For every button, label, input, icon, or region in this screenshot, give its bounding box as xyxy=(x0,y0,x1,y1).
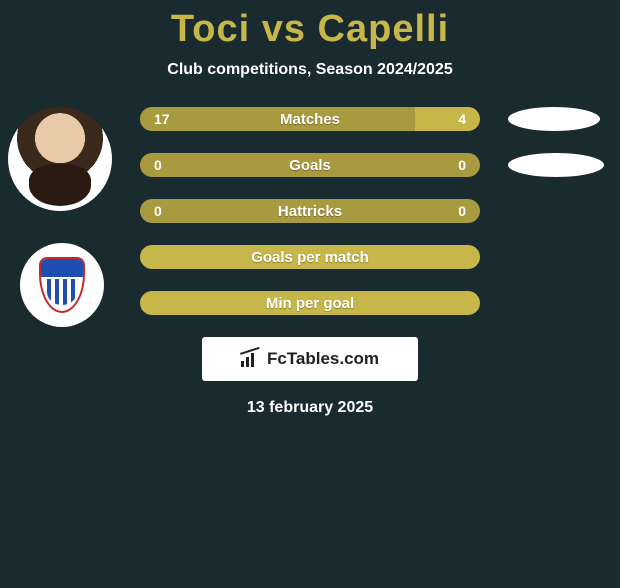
stat-matches-right-value: 4 xyxy=(458,107,466,131)
stat-bar-matches: 17 Matches 4 xyxy=(140,107,480,131)
brand-box[interactable]: FcTables.com xyxy=(202,337,418,381)
player-right-avatar-placeholder xyxy=(508,107,600,131)
stat-bar-hattricks: 0 Hattricks 0 xyxy=(140,199,480,223)
stat-goals-per-match-label: Goals per match xyxy=(140,245,480,269)
stat-goals-label: Goals xyxy=(140,153,480,177)
stat-goals-right-value: 0 xyxy=(458,153,466,177)
stat-bar-goals: 0 Goals 0 xyxy=(140,153,480,177)
stat-bar-goals-per-match: Goals per match xyxy=(140,245,480,269)
player-right-badge-placeholder xyxy=(508,153,604,177)
player-left-avatar xyxy=(8,107,112,211)
stat-bar-min-per-goal: Min per goal xyxy=(140,291,480,315)
stats-area: 17 Matches 4 0 Goals 0 0 Hattricks 0 Goa… xyxy=(0,107,620,417)
generation-date: 13 february 2025 xyxy=(0,399,620,417)
brand-text: FcTables.com xyxy=(267,349,379,369)
stat-matches-label: Matches xyxy=(140,107,480,131)
stat-hattricks-label: Hattricks xyxy=(140,199,480,223)
stat-hattricks-right-value: 0 xyxy=(458,199,466,223)
player-left-club-badge xyxy=(20,243,104,327)
page-subtitle: Club competitions, Season 2024/2025 xyxy=(0,61,620,79)
stat-min-per-goal-label: Min per goal xyxy=(140,291,480,315)
club-shield-icon xyxy=(39,257,85,313)
brand-chart-icon xyxy=(241,351,261,367)
page-title: Toci vs Capelli xyxy=(0,8,620,51)
